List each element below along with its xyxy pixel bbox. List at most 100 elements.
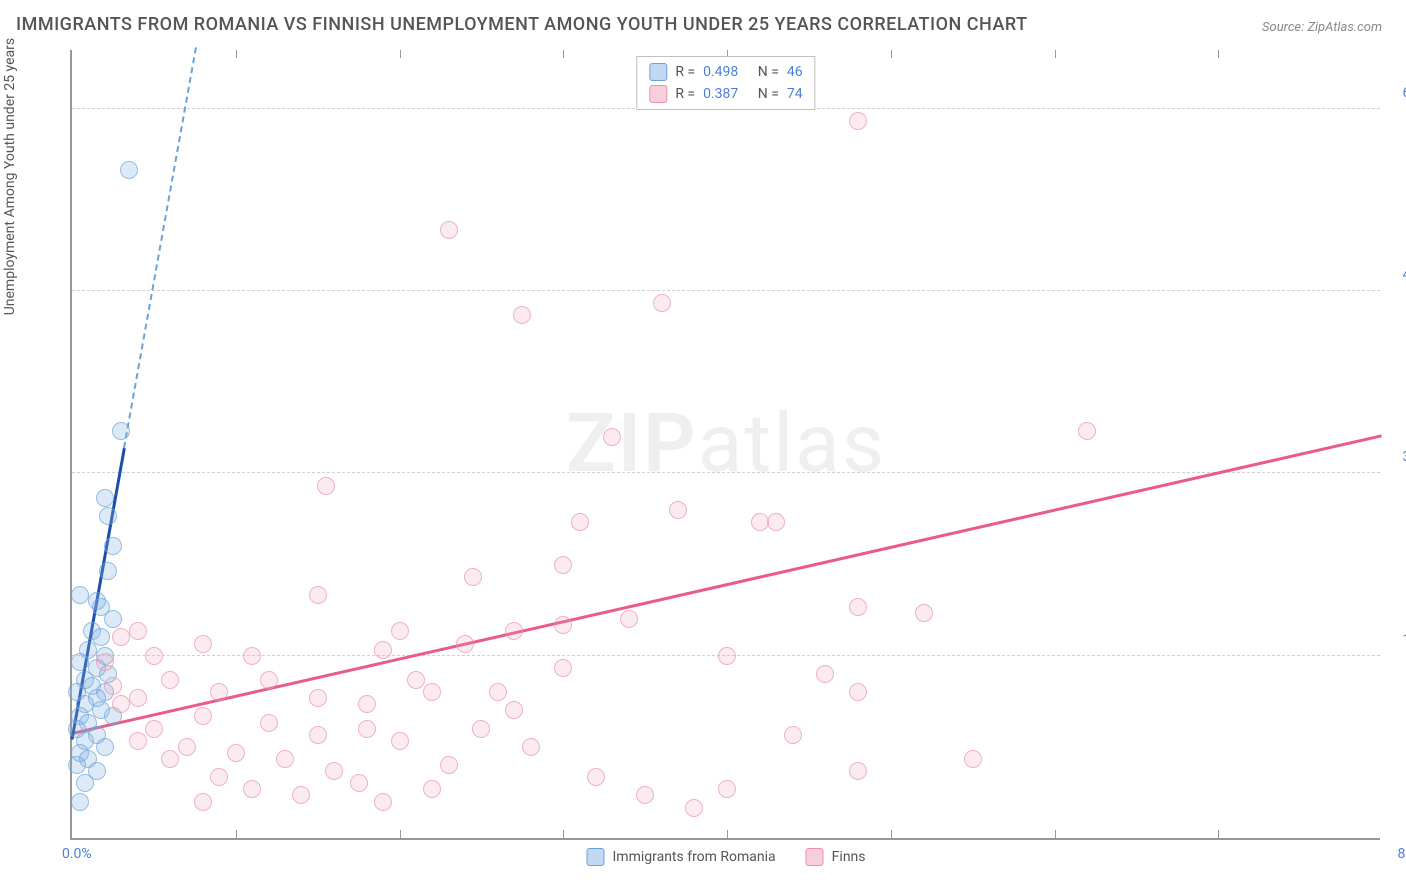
scatter-point-pink: [1078, 422, 1096, 440]
scatter-point-pink: [104, 677, 122, 695]
scatter-point-pink: [964, 750, 982, 768]
x-tick-top: [400, 50, 401, 58]
x-tick-top: [563, 50, 564, 58]
scatter-point-pink: [243, 647, 261, 665]
scatter-point-pink: [317, 477, 335, 495]
scatter-point-pink: [194, 793, 212, 811]
y-axis-label: Unemployment Among Youth under 25 years: [2, 38, 18, 315]
x-tick-top: [1055, 50, 1056, 58]
scatter-point-pink: [358, 695, 376, 713]
scatter-point-pink: [603, 428, 621, 446]
scatter-point-pink: [456, 635, 474, 653]
scatter-point-pink: [391, 622, 409, 640]
scatter-point-pink: [292, 786, 310, 804]
x-axis-max-label: 80.0%: [1397, 846, 1406, 862]
legend-series: Immigrants from Romania Finns: [586, 848, 865, 866]
scatter-point-blue: [71, 653, 89, 671]
scatter-point-pink: [816, 665, 834, 683]
legend-item-pink: Finns: [806, 848, 866, 866]
scatter-point-pink: [129, 689, 147, 707]
stat-r-label: R =: [675, 86, 695, 102]
scatter-point-pink: [210, 683, 228, 701]
source-attribution: Source: ZipAtlas.com: [1262, 20, 1382, 35]
scatter-point-pink: [161, 750, 179, 768]
legend-swatch-blue: [649, 63, 667, 81]
scatter-point-pink: [849, 762, 867, 780]
scatter-point-blue: [68, 756, 86, 774]
legend-swatch-pink: [649, 85, 667, 103]
scatter-point-pink: [440, 221, 458, 239]
scatter-point-blue: [76, 774, 94, 792]
watermark-light: atlas: [698, 396, 886, 492]
scatter-point-blue: [96, 738, 114, 756]
x-axis-origin-label: 0.0%: [62, 846, 92, 862]
scatter-point-pink: [374, 641, 392, 659]
scatter-point-pink: [112, 695, 130, 713]
scatter-point-pink: [194, 635, 212, 653]
y-tick-label: 60.0%: [1385, 85, 1406, 101]
scatter-point-blue: [96, 489, 114, 507]
scatter-point-pink: [145, 720, 163, 738]
stat-n-value-pink: 74: [787, 86, 803, 102]
scatter-point-pink: [718, 780, 736, 798]
stat-r-value-pink: 0.387: [703, 86, 738, 102]
y-tick-label: 15.0%: [1385, 632, 1406, 648]
chart-title: IMMIGRANTS FROM ROMANIA VS FINNISH UNEMP…: [16, 14, 1028, 35]
scatter-point-pink: [178, 738, 196, 756]
scatter-point-pink: [718, 647, 736, 665]
scatter-point-pink: [554, 556, 572, 574]
x-tick-bottom: [400, 830, 401, 838]
legend-stats-row-pink: R = 0.387 N = 74: [649, 83, 802, 105]
scatter-point-pink: [260, 671, 278, 689]
scatter-point-pink: [309, 586, 327, 604]
scatter-point-pink: [464, 568, 482, 586]
scatter-point-pink: [129, 622, 147, 640]
watermark-bold: ZIP: [566, 396, 698, 492]
scatter-point-pink: [276, 750, 294, 768]
x-tick-bottom: [236, 830, 237, 838]
stat-n-label: N =: [758, 64, 779, 80]
scatter-point-pink: [513, 306, 531, 324]
legend-swatch-blue: [586, 848, 604, 866]
x-tick-bottom: [563, 830, 564, 838]
stat-n-value-blue: 46: [787, 64, 803, 80]
chart-container: IMMIGRANTS FROM ROMANIA VS FINNISH UNEMP…: [0, 0, 1406, 892]
legend-label-blue: Immigrants from Romania: [612, 849, 775, 865]
scatter-point-pink: [571, 513, 589, 531]
scatter-point-pink: [309, 689, 327, 707]
scatter-point-pink: [636, 786, 654, 804]
legend-swatch-pink: [806, 848, 824, 866]
scatter-point-pink: [440, 756, 458, 774]
legend-stats-row-blue: R = 0.498 N = 46: [649, 61, 802, 83]
scatter-point-pink: [210, 768, 228, 786]
scatter-point-pink: [325, 762, 343, 780]
scatter-point-pink: [243, 780, 261, 798]
scatter-point-pink: [407, 671, 425, 689]
scatter-point-pink: [554, 659, 572, 677]
scatter-point-pink: [751, 513, 769, 531]
scatter-point-pink: [227, 744, 245, 762]
scatter-point-blue: [112, 422, 130, 440]
scatter-point-pink: [309, 726, 327, 744]
scatter-point-blue: [104, 537, 122, 555]
scatter-point-blue: [99, 507, 117, 525]
trendline-pink: [72, 434, 1383, 735]
scatter-point-pink: [112, 628, 130, 646]
stat-r-value-blue: 0.498: [703, 64, 738, 80]
scatter-point-pink: [194, 707, 212, 725]
y-tick-label: 30.0%: [1385, 449, 1406, 465]
scatter-point-pink: [391, 732, 409, 750]
scatter-point-pink: [505, 701, 523, 719]
stat-n-label: N =: [758, 86, 779, 102]
scatter-point-pink: [522, 738, 540, 756]
scatter-point-pink: [554, 616, 572, 634]
scatter-point-pink: [849, 112, 867, 130]
scatter-point-blue: [104, 610, 122, 628]
x-tick-bottom: [1055, 830, 1056, 838]
x-tick-bottom: [1218, 830, 1219, 838]
scatter-point-pink: [374, 793, 392, 811]
legend-stats-box: R = 0.498 N = 46 R = 0.387 N = 74: [636, 56, 815, 110]
scatter-point-blue: [120, 161, 138, 179]
gridline-horizontal: [72, 472, 1380, 473]
scatter-point-pink: [767, 513, 785, 531]
